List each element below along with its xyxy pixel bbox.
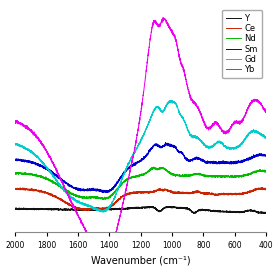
Gd bbox=[65, 191, 68, 194]
Nd bbox=[195, 172, 199, 175]
Sm bbox=[211, 162, 215, 165]
Yb bbox=[162, 16, 165, 19]
Yb bbox=[264, 111, 268, 114]
Ce bbox=[211, 193, 215, 196]
Ce bbox=[226, 192, 230, 195]
Ce bbox=[14, 187, 17, 190]
Yb bbox=[211, 122, 215, 125]
Gd bbox=[226, 147, 230, 150]
Sm bbox=[264, 155, 268, 158]
Line: Sm: Sm bbox=[15, 143, 266, 193]
Gd bbox=[211, 145, 215, 148]
Sm bbox=[14, 159, 17, 162]
Ce bbox=[261, 186, 264, 189]
Sm bbox=[262, 153, 265, 156]
Sm bbox=[226, 161, 230, 164]
Line: Yb: Yb bbox=[15, 18, 266, 258]
Sm bbox=[106, 191, 109, 194]
Line: Nd: Nd bbox=[15, 167, 266, 199]
Gd bbox=[262, 135, 265, 138]
Legend: Y, Ce, Nd, Sm, Gd, Yb: Y, Ce, Nd, Sm, Gd, Yb bbox=[222, 10, 262, 78]
Gd bbox=[170, 99, 174, 102]
Ce bbox=[65, 201, 68, 205]
Y bbox=[264, 211, 268, 215]
Y bbox=[14, 207, 17, 210]
Nd bbox=[152, 165, 155, 169]
Line: Y: Y bbox=[15, 207, 266, 214]
Line: Ce: Ce bbox=[15, 188, 266, 211]
Gd bbox=[102, 211, 105, 214]
Yb bbox=[65, 191, 68, 194]
Y bbox=[173, 206, 176, 209]
Nd bbox=[173, 173, 176, 177]
Nd bbox=[65, 189, 68, 193]
Ce bbox=[264, 188, 268, 191]
Ce bbox=[173, 191, 176, 195]
Sm bbox=[164, 141, 167, 144]
Y bbox=[65, 208, 68, 211]
Gd bbox=[14, 143, 17, 146]
Yb bbox=[226, 129, 230, 133]
Sm bbox=[65, 182, 68, 185]
Yb bbox=[262, 105, 265, 109]
Y bbox=[226, 210, 230, 213]
Nd bbox=[211, 174, 215, 177]
Y bbox=[149, 205, 152, 208]
Y bbox=[211, 209, 215, 213]
Y bbox=[256, 212, 260, 215]
Yb bbox=[195, 105, 199, 108]
Gd bbox=[173, 101, 176, 104]
Gd bbox=[264, 137, 268, 140]
Nd bbox=[226, 175, 230, 178]
X-axis label: Wavenumber (cm⁻¹): Wavenumber (cm⁻¹) bbox=[91, 256, 191, 265]
Y bbox=[262, 211, 265, 214]
Nd bbox=[14, 171, 17, 175]
Nd bbox=[264, 170, 268, 174]
Y bbox=[195, 210, 198, 213]
Gd bbox=[195, 136, 199, 139]
Ce bbox=[262, 186, 265, 190]
Yb bbox=[14, 120, 17, 123]
Sm bbox=[173, 145, 176, 149]
Nd bbox=[101, 198, 105, 201]
Nd bbox=[262, 169, 265, 173]
Sm bbox=[195, 156, 199, 159]
Yb bbox=[101, 256, 105, 259]
Ce bbox=[195, 191, 198, 194]
Yb bbox=[173, 35, 176, 38]
Line: Gd: Gd bbox=[15, 101, 266, 212]
Ce bbox=[84, 209, 88, 212]
